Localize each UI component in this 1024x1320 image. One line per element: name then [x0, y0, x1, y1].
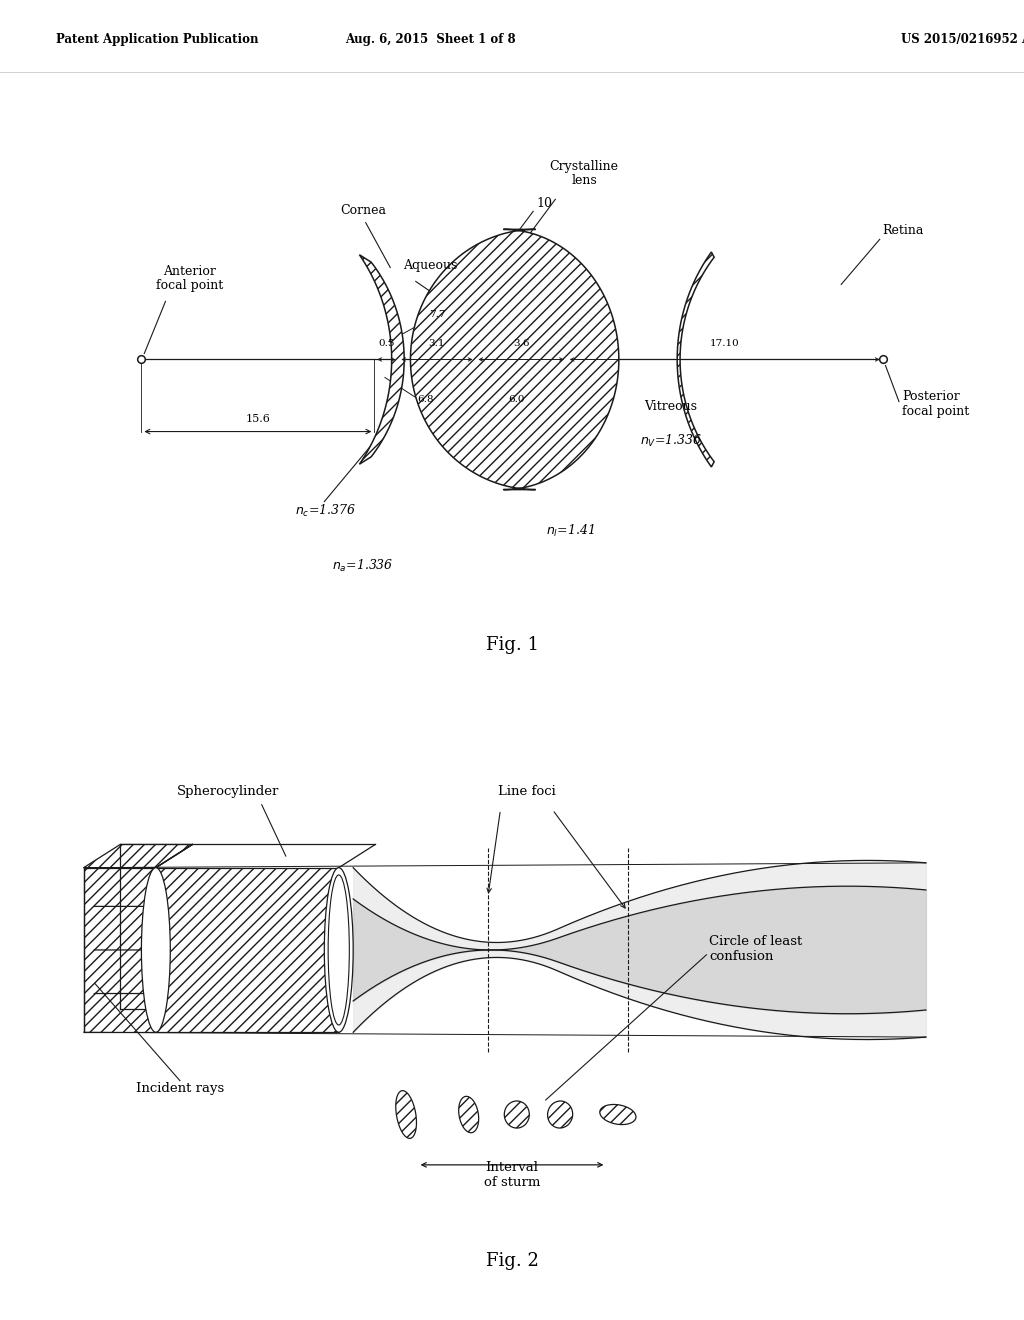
Text: 7.7: 7.7: [429, 310, 445, 319]
Polygon shape: [677, 252, 714, 467]
Text: 17.10: 17.10: [710, 339, 739, 348]
Ellipse shape: [548, 1101, 572, 1129]
Ellipse shape: [504, 1101, 529, 1129]
Polygon shape: [156, 867, 339, 1032]
Ellipse shape: [459, 1097, 478, 1133]
Text: Line foci: Line foci: [498, 785, 555, 799]
Ellipse shape: [600, 1105, 636, 1125]
Text: 3.1: 3.1: [429, 339, 445, 348]
Ellipse shape: [328, 875, 349, 1024]
Text: Patent Application Publication: Patent Application Publication: [56, 33, 259, 46]
Text: $n_a$=1.336: $n_a$=1.336: [332, 557, 393, 574]
Text: Interval
of sturm: Interval of sturm: [483, 1162, 541, 1189]
Text: 6.8: 6.8: [417, 395, 433, 404]
Text: Fig. 2: Fig. 2: [485, 1253, 539, 1270]
Text: Incident rays: Incident rays: [136, 1082, 224, 1096]
Text: Aqueous: Aqueous: [403, 260, 458, 272]
Polygon shape: [359, 255, 404, 465]
Polygon shape: [411, 230, 618, 490]
Text: Crystalline
lens: Crystalline lens: [550, 160, 618, 187]
Text: Retina: Retina: [883, 224, 924, 238]
Text: 10: 10: [537, 197, 552, 210]
Ellipse shape: [141, 867, 170, 1032]
Polygon shape: [84, 867, 156, 1032]
Text: Circle of least
confusion: Circle of least confusion: [710, 935, 803, 962]
Text: 0.5: 0.5: [378, 339, 394, 348]
Text: Anterior
focal point: Anterior focal point: [156, 265, 223, 293]
Text: 6.0: 6.0: [509, 395, 525, 404]
Text: 3.6: 3.6: [513, 339, 529, 348]
Text: Spherocylinder: Spherocylinder: [177, 785, 280, 799]
Polygon shape: [84, 845, 193, 867]
Ellipse shape: [395, 1090, 417, 1138]
Text: Fig. 1: Fig. 1: [485, 636, 539, 653]
Text: 15.6: 15.6: [246, 413, 270, 424]
Text: $n_l$=1.41: $n_l$=1.41: [546, 523, 594, 539]
Text: Cornea: Cornea: [340, 205, 390, 268]
Text: $n_c$=1.376: $n_c$=1.376: [295, 503, 356, 519]
Text: Vitreous: Vitreous: [644, 400, 697, 413]
Ellipse shape: [325, 867, 353, 1032]
Text: Posterior
focal point: Posterior focal point: [902, 389, 969, 417]
Text: Aug. 6, 2015  Sheet 1 of 8: Aug. 6, 2015 Sheet 1 of 8: [345, 33, 515, 46]
Text: $n_V$=1.336: $n_V$=1.336: [640, 433, 701, 449]
Text: US 2015/0216952 A1: US 2015/0216952 A1: [901, 33, 1024, 46]
